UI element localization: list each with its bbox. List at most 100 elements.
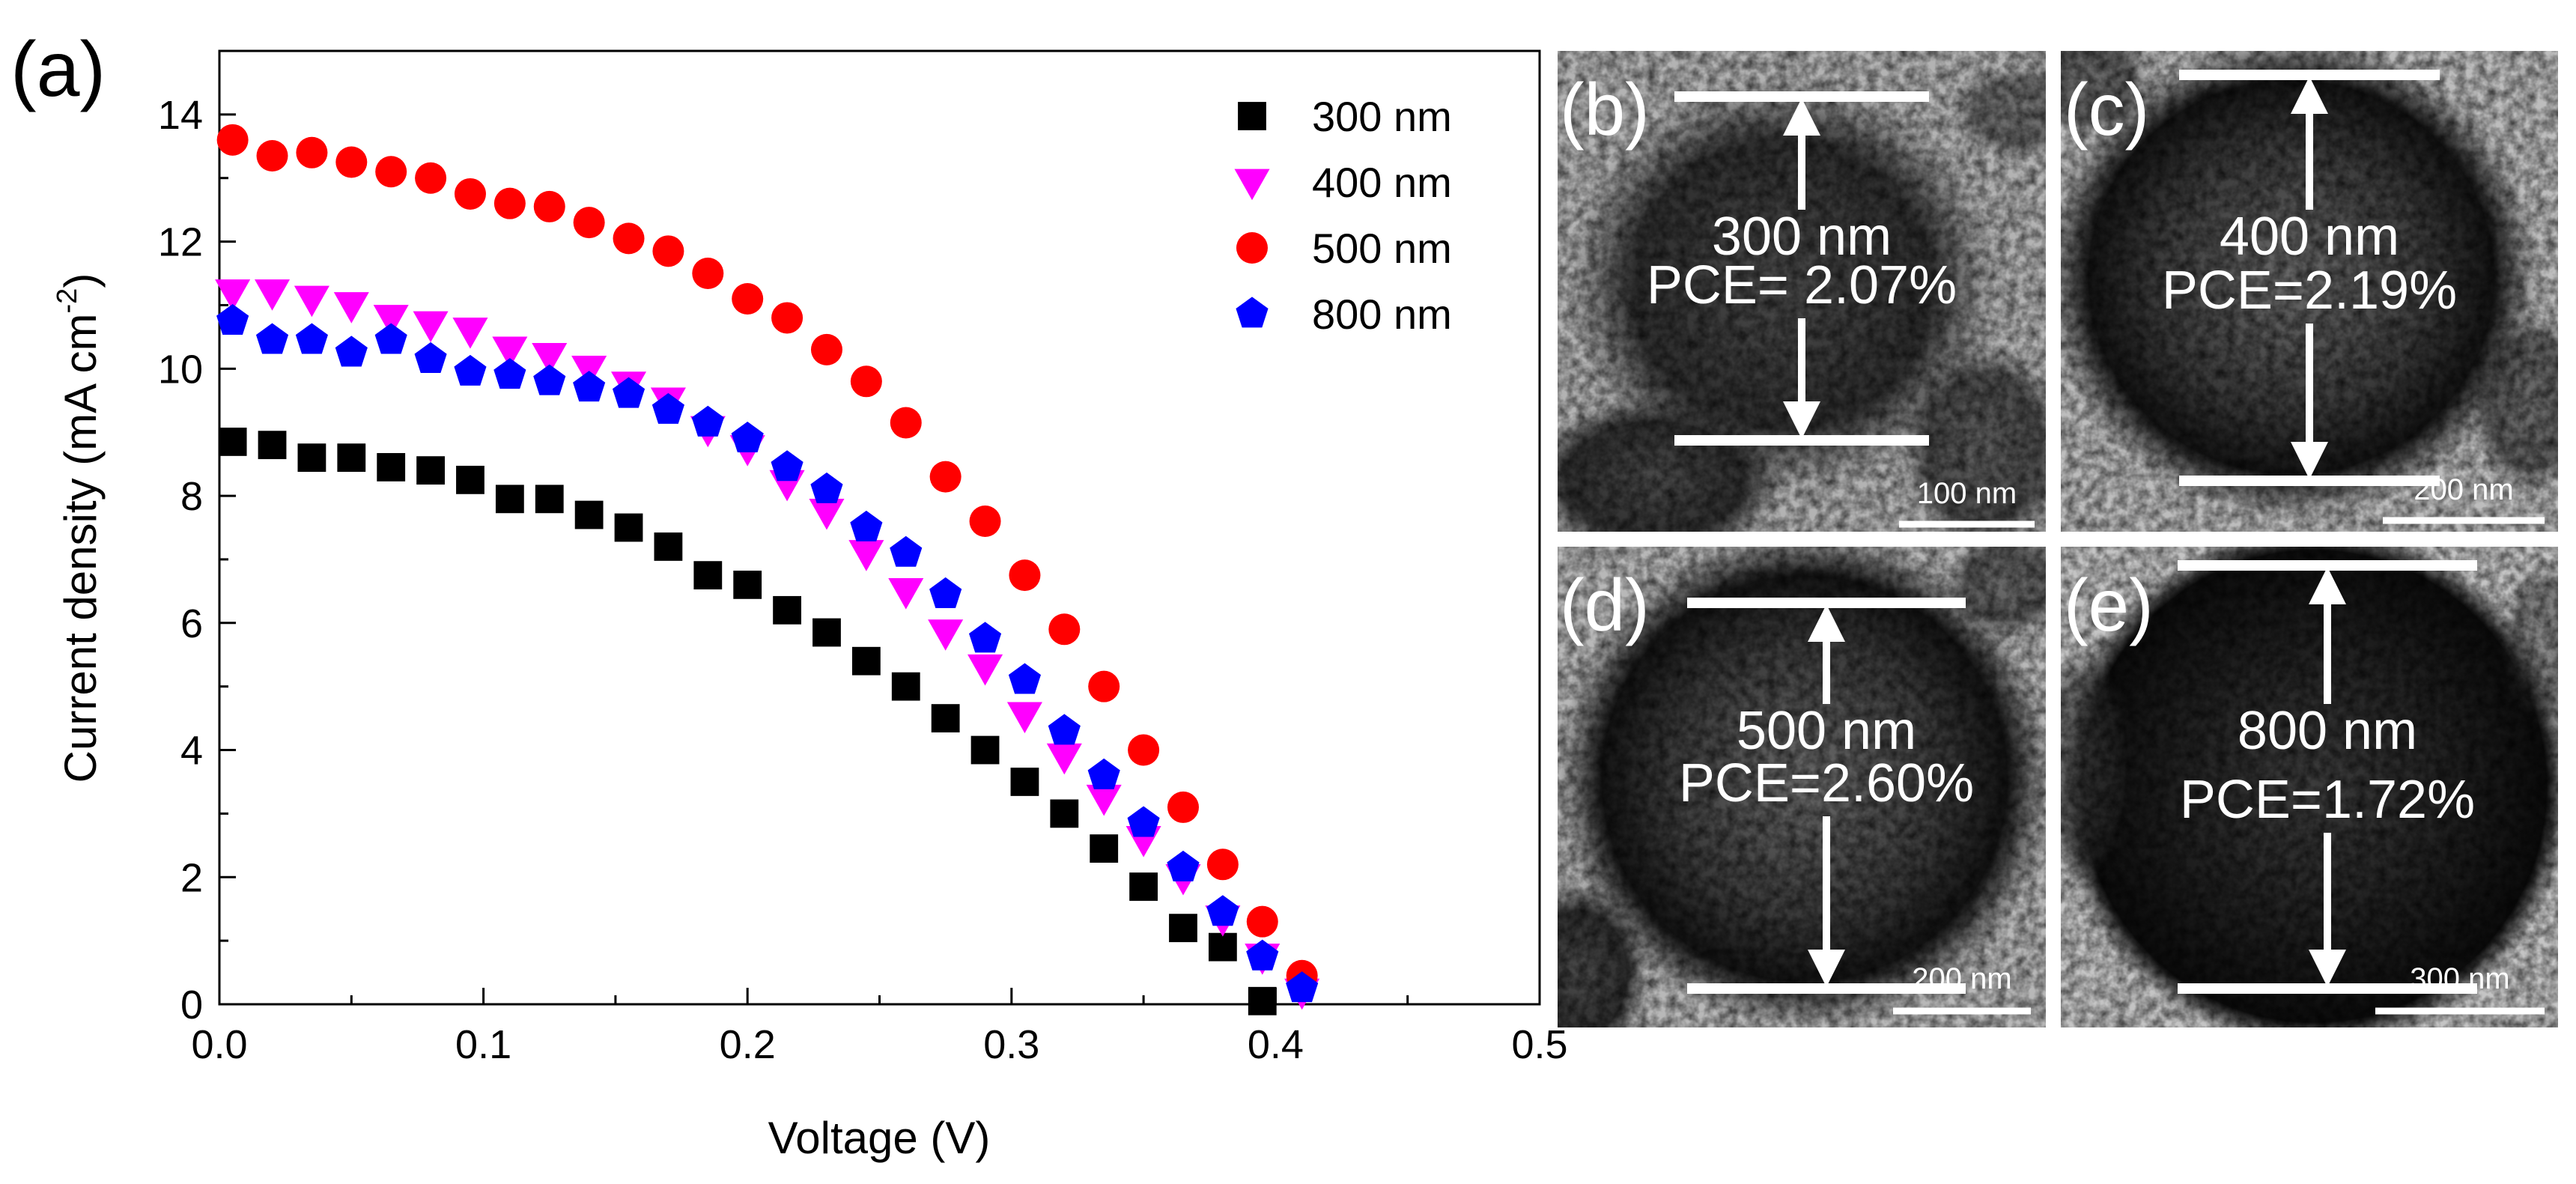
x-tick-labels: 0.0 0.1 0.2 0.3 0.4 0.5: [191, 1022, 1567, 1067]
data-point: [691, 405, 724, 437]
legend-label: 500 nm: [1312, 225, 1452, 272]
micrograph-b: [1558, 51, 2046, 532]
data-point: [216, 124, 249, 156]
data-point: [573, 207, 605, 239]
data-point: [1248, 986, 1277, 1015]
data-point: [256, 140, 288, 172]
x-tick-label: 0.1: [455, 1022, 511, 1067]
data-point: [888, 578, 924, 610]
data-point: [573, 371, 606, 402]
data-point: [492, 336, 528, 368]
data-point: [1010, 768, 1039, 796]
x-tick-label: 0.3: [983, 1022, 1039, 1067]
data-point: [335, 336, 368, 367]
data-point: [613, 222, 645, 255]
legend-marker: [1236, 297, 1269, 328]
x-axis-label: Voltage (V): [768, 1113, 991, 1163]
data-point: [614, 513, 643, 542]
plot-frame: [218, 49, 1541, 1006]
data-point: [374, 323, 407, 354]
data-point: [1048, 613, 1081, 646]
x-tick-label: 0.2: [720, 1022, 776, 1067]
data-point: [456, 465, 484, 494]
y-tick-label: 10: [158, 347, 203, 392]
data-point: [771, 450, 804, 482]
series-500-nm: [216, 124, 1318, 992]
data-point: [929, 461, 962, 493]
data-point: [294, 285, 329, 318]
data-point: [535, 485, 564, 514]
data-point: [295, 323, 328, 354]
data-point: [654, 532, 683, 561]
data-point: [218, 428, 247, 456]
data-point: [1009, 559, 1041, 592]
data-point: [335, 146, 368, 178]
data-point: [216, 304, 249, 336]
y-tick-label: 0: [180, 983, 203, 1027]
data-point: [532, 343, 568, 374]
pce-label: PCE=1.72%: [2180, 770, 2475, 830]
data-point: [931, 704, 960, 732]
pce-label: PCE=2.60%: [1679, 753, 1974, 813]
data-point: [733, 570, 762, 599]
micrograph-e: [2061, 547, 2558, 1027]
data-point: [771, 302, 804, 334]
data-point: [375, 156, 407, 188]
data-point: [967, 654, 1003, 686]
data-point: [337, 443, 366, 473]
data-point: [1127, 806, 1160, 837]
data-point: [1048, 714, 1081, 745]
data-point: [850, 365, 882, 398]
jv-chart: (a) 0.0 0.1 0.2 0.3 0.4 0.5 0 2 4 6 8 10 12 14 Volta…: [10, 26, 1568, 1163]
panel-label: (e): [2064, 564, 2154, 646]
data-point: [1208, 932, 1237, 962]
data-point: [574, 500, 604, 529]
y-tick-label: 2: [180, 855, 203, 900]
panel-label: (d): [1560, 564, 1650, 646]
y-tick-labels: 0 2 4 6 8 10 12 14: [158, 93, 203, 1027]
data-point: [848, 540, 884, 571]
data-point: [612, 377, 645, 408]
y-tick-label: 8: [180, 474, 203, 519]
data-point: [1008, 663, 1041, 694]
data-point: [1286, 971, 1319, 1003]
legend-label: 800 nm: [1312, 291, 1452, 338]
scale-bar-label: 200 nm: [1912, 962, 2011, 995]
particle-size-label: 800 nm: [2238, 701, 2417, 761]
data-point: [969, 506, 1001, 538]
data-point: [693, 561, 723, 590]
data-point: [731, 422, 764, 453]
data-point: [1169, 914, 1197, 943]
series-800-nm: [216, 304, 1319, 1003]
data-point: [1087, 758, 1120, 789]
data-point: [533, 190, 565, 222]
data-point: [812, 618, 841, 647]
data-point: [1088, 670, 1120, 702]
data-point: [1246, 905, 1278, 938]
data-point: [773, 595, 801, 625]
data-point: [1167, 791, 1199, 823]
data-point: [533, 364, 566, 395]
data-point: [890, 407, 922, 439]
scale-bar-label: 100 nm: [1917, 477, 2017, 510]
data-point: [495, 485, 524, 514]
data-point: [333, 292, 369, 324]
scale-bar-label: 200 nm: [2414, 473, 2513, 506]
legend-marker: [1236, 232, 1268, 264]
data-point: [1206, 848, 1239, 881]
data-point: [810, 333, 842, 365]
legend-marker: [1234, 169, 1270, 201]
data-point: [452, 318, 488, 349]
data-points: [215, 124, 1320, 1015]
data-point: [810, 472, 843, 503]
data-point: [1167, 850, 1200, 881]
data-point: [732, 282, 764, 315]
data-point: [255, 323, 289, 354]
legend-label: 400 nm: [1312, 159, 1452, 206]
x-tick-label: 0.5: [1511, 1022, 1567, 1067]
micrograph-d: [1558, 547, 2046, 1027]
series-300-nm: [218, 428, 1277, 1015]
pce-label: PCE=2.19%: [2162, 261, 2457, 321]
data-point: [416, 456, 445, 485]
